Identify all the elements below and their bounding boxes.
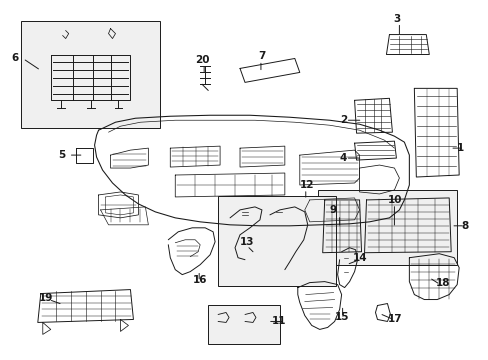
Text: 13: 13 xyxy=(240,237,254,247)
Text: 8: 8 xyxy=(460,221,468,231)
Text: 6: 6 xyxy=(11,54,18,63)
Text: 7: 7 xyxy=(258,51,265,62)
Text: 12: 12 xyxy=(299,180,314,190)
Text: 2: 2 xyxy=(339,115,346,125)
Bar xyxy=(208,305,279,345)
Text: 20: 20 xyxy=(195,55,209,66)
Text: 15: 15 xyxy=(334,312,348,323)
Text: 17: 17 xyxy=(386,314,401,324)
Text: 1: 1 xyxy=(456,143,464,153)
Bar xyxy=(317,190,456,265)
Text: 10: 10 xyxy=(386,195,401,205)
Text: 19: 19 xyxy=(39,293,53,302)
Text: 4: 4 xyxy=(339,153,346,163)
Text: 11: 11 xyxy=(271,316,286,327)
Text: 3: 3 xyxy=(393,14,400,24)
Text: 9: 9 xyxy=(329,205,336,215)
Text: 16: 16 xyxy=(193,275,207,285)
Text: 5: 5 xyxy=(58,150,65,160)
Bar xyxy=(21,21,160,128)
Text: 18: 18 xyxy=(435,278,450,288)
Text: 14: 14 xyxy=(352,253,366,263)
Bar xyxy=(218,196,335,285)
